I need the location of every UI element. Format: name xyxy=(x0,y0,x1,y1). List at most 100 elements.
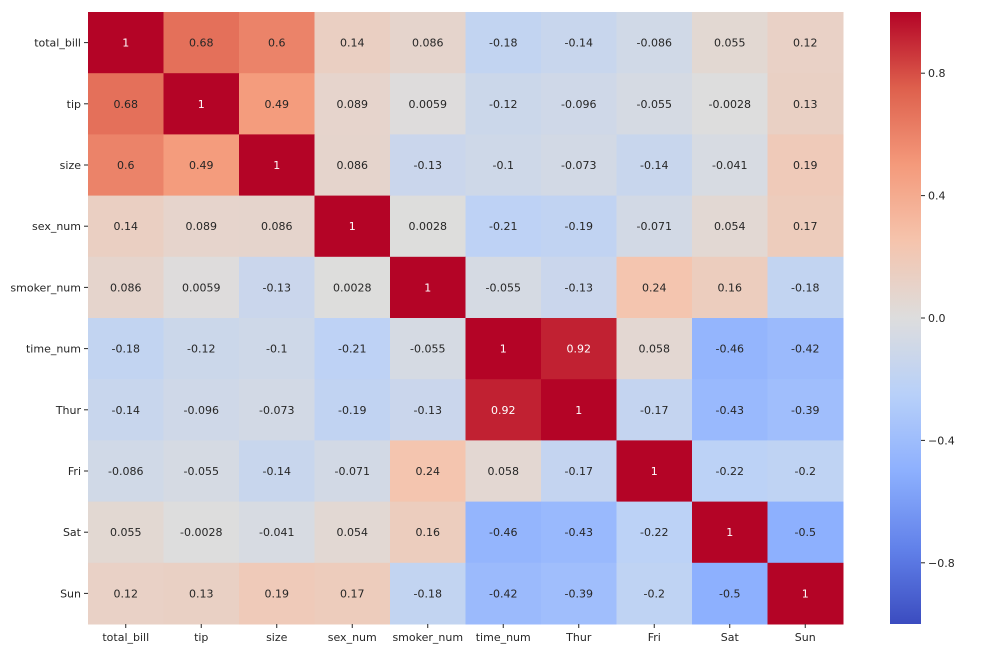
cell-value-label: -0.43 xyxy=(565,526,593,539)
cell-value-label: -0.14 xyxy=(640,159,668,172)
cell-value-label: -0.0028 xyxy=(180,526,222,539)
heatmap-cell xyxy=(163,73,240,135)
heatmap-cell xyxy=(541,318,617,380)
cell-value-label: 0.12 xyxy=(114,587,139,600)
cell-value-label: 0.6 xyxy=(268,37,286,50)
cell-value-label: 0.086 xyxy=(412,37,444,50)
heatmap-cell xyxy=(616,73,693,135)
cell-value-label: 0.0059 xyxy=(182,281,221,294)
cell-value-label: -0.18 xyxy=(489,37,517,50)
cell-value-label: 0.055 xyxy=(714,37,746,50)
heatmap-cell xyxy=(390,12,466,74)
cell-value-label: -0.17 xyxy=(640,404,668,417)
heatmap-cell xyxy=(616,256,693,319)
heatmap-cell xyxy=(616,379,693,441)
cell-value-label: 0.49 xyxy=(265,98,290,111)
heatmap-cell xyxy=(88,73,164,135)
heatmap-cell xyxy=(314,379,391,441)
cell-value-label: -0.18 xyxy=(414,587,442,600)
cell-value-label: 0.16 xyxy=(416,526,441,539)
heatmap-cell xyxy=(692,12,768,74)
heatmap-cell xyxy=(163,440,240,503)
heatmap-cell xyxy=(239,379,315,441)
heatmap-cell xyxy=(88,12,164,74)
y-tick-label: sex_num xyxy=(32,220,81,233)
cell-value-label: 0.058 xyxy=(488,465,520,478)
cell-value-label: -0.071 xyxy=(335,465,370,478)
cell-value-label: 0.089 xyxy=(337,98,369,111)
cell-value-label: 0.19 xyxy=(793,159,818,172)
heatmap-cell xyxy=(88,501,164,564)
heatmap-cell xyxy=(465,256,542,319)
cell-value-label: -0.14 xyxy=(112,404,140,417)
heatmap-cell xyxy=(541,256,617,319)
cell-value-label: -0.46 xyxy=(716,343,744,356)
x-tick-label: Thur xyxy=(565,631,592,644)
cell-value-label: -0.0028 xyxy=(709,98,751,111)
cell-value-label: 0.086 xyxy=(110,281,142,294)
heatmap-cell xyxy=(88,134,164,197)
cell-value-label: -0.12 xyxy=(489,98,517,111)
y-tick-label: time_num xyxy=(26,343,81,356)
heatmap-cell xyxy=(465,440,542,503)
cell-value-label: 0.16 xyxy=(718,281,743,294)
cell-value-label: -0.43 xyxy=(716,404,744,417)
heatmap-cell xyxy=(239,73,315,135)
heatmap-cell xyxy=(314,501,391,564)
heatmap-cell xyxy=(314,256,391,319)
y-tick-label: Thur xyxy=(55,404,82,417)
cell-value-label: -0.096 xyxy=(561,98,596,111)
cell-value-label: -0.041 xyxy=(712,159,747,172)
heatmap-cell xyxy=(767,379,844,441)
y-tick-label: total_bill xyxy=(34,37,81,50)
heatmap-cell xyxy=(239,562,315,625)
colorbar-tick-label: 0.8 xyxy=(928,67,946,80)
heatmap-cell xyxy=(314,134,391,197)
heatmap-cell xyxy=(465,318,542,380)
heatmap-cell xyxy=(163,12,240,74)
heatmap-cell xyxy=(692,256,768,319)
cell-value-label: -0.13 xyxy=(414,404,442,417)
heatmap-cell xyxy=(767,256,844,319)
x-tick-label: Sun xyxy=(795,631,816,644)
heatmap-cell xyxy=(616,562,693,625)
cell-value-label: 0.13 xyxy=(793,98,818,111)
cell-value-label: -0.39 xyxy=(565,587,593,600)
cell-value-label: -0.055 xyxy=(637,98,672,111)
heatmap-cell xyxy=(465,73,542,135)
cell-value-label: -0.5 xyxy=(719,587,740,600)
heatmap-cell xyxy=(239,440,315,503)
heatmap-cell xyxy=(239,12,315,74)
heatmap-cell xyxy=(314,562,391,625)
colorbar: 0.8 0.4 0.0 −0.4 −0.8 xyxy=(890,12,955,624)
cell-value-label: -0.096 xyxy=(184,404,219,417)
cell-value-label: 0.6 xyxy=(117,159,135,172)
heatmap-cell xyxy=(88,318,164,380)
cell-value-label: -0.1 xyxy=(493,159,514,172)
cell-value-label: 0.058 xyxy=(639,343,671,356)
cell-value-label: -0.14 xyxy=(565,37,593,50)
colorbar-tick-label: 0.0 xyxy=(928,312,946,325)
heatmap-cell xyxy=(465,195,542,258)
cell-value-label: 0.14 xyxy=(340,37,365,50)
cell-value-label: 0.086 xyxy=(261,220,293,233)
heatmap-cell xyxy=(692,440,768,503)
x-tick-label: size xyxy=(266,631,288,644)
y-tick-label: size xyxy=(60,159,82,172)
heatmap-cell xyxy=(390,440,466,503)
heatmap-cell xyxy=(163,562,240,625)
heatmap-cell xyxy=(465,562,542,625)
heatmap-cell xyxy=(767,440,844,503)
cell-value-label: -0.086 xyxy=(637,37,672,50)
heatmap-cell xyxy=(692,195,768,258)
heatmap-cell xyxy=(163,256,240,319)
heatmap-cell xyxy=(541,379,617,441)
cell-value-label: 0.17 xyxy=(340,587,365,600)
cell-value-label: 1 xyxy=(122,37,129,50)
heatmap-cell xyxy=(616,501,693,564)
heatmap-cell xyxy=(465,501,542,564)
cell-value-label: -0.055 xyxy=(410,343,445,356)
x-axis-tick-labels: total_bill tip size sex_num smoker_num time_n… xyxy=(102,624,816,644)
heatmap-cell xyxy=(239,501,315,564)
